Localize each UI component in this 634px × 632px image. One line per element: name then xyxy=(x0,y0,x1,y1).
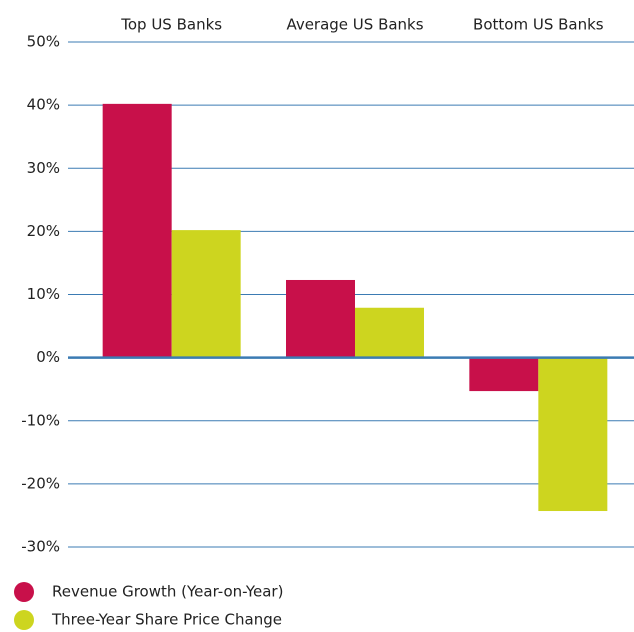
y-tick-label: -10% xyxy=(21,411,60,429)
y-tick-label: 40% xyxy=(27,96,60,114)
bar xyxy=(286,279,355,358)
y-tick-label: 30% xyxy=(27,159,60,177)
legend-label: Three-Year Share Price Change xyxy=(51,611,282,629)
legend-swatch xyxy=(14,610,34,630)
bar xyxy=(538,357,608,512)
bar xyxy=(102,103,172,358)
y-tick-label: 0% xyxy=(36,348,60,366)
legend-label: Revenue Growth (Year-on-Year) xyxy=(52,583,283,601)
y-tick-label: -30% xyxy=(21,538,60,556)
y-tick-label: -20% xyxy=(21,474,60,492)
category-label: Average US Banks xyxy=(286,16,423,34)
legend-swatch xyxy=(14,582,34,602)
category-label: Bottom US Banks xyxy=(473,16,604,34)
y-tick-label: 10% xyxy=(27,285,60,303)
category-label: Top US Banks xyxy=(120,16,222,34)
bar xyxy=(171,230,241,358)
y-tick-label: 50% xyxy=(27,33,60,51)
bar xyxy=(469,357,539,392)
bar xyxy=(355,307,424,358)
y-tick-label: 20% xyxy=(27,222,60,240)
